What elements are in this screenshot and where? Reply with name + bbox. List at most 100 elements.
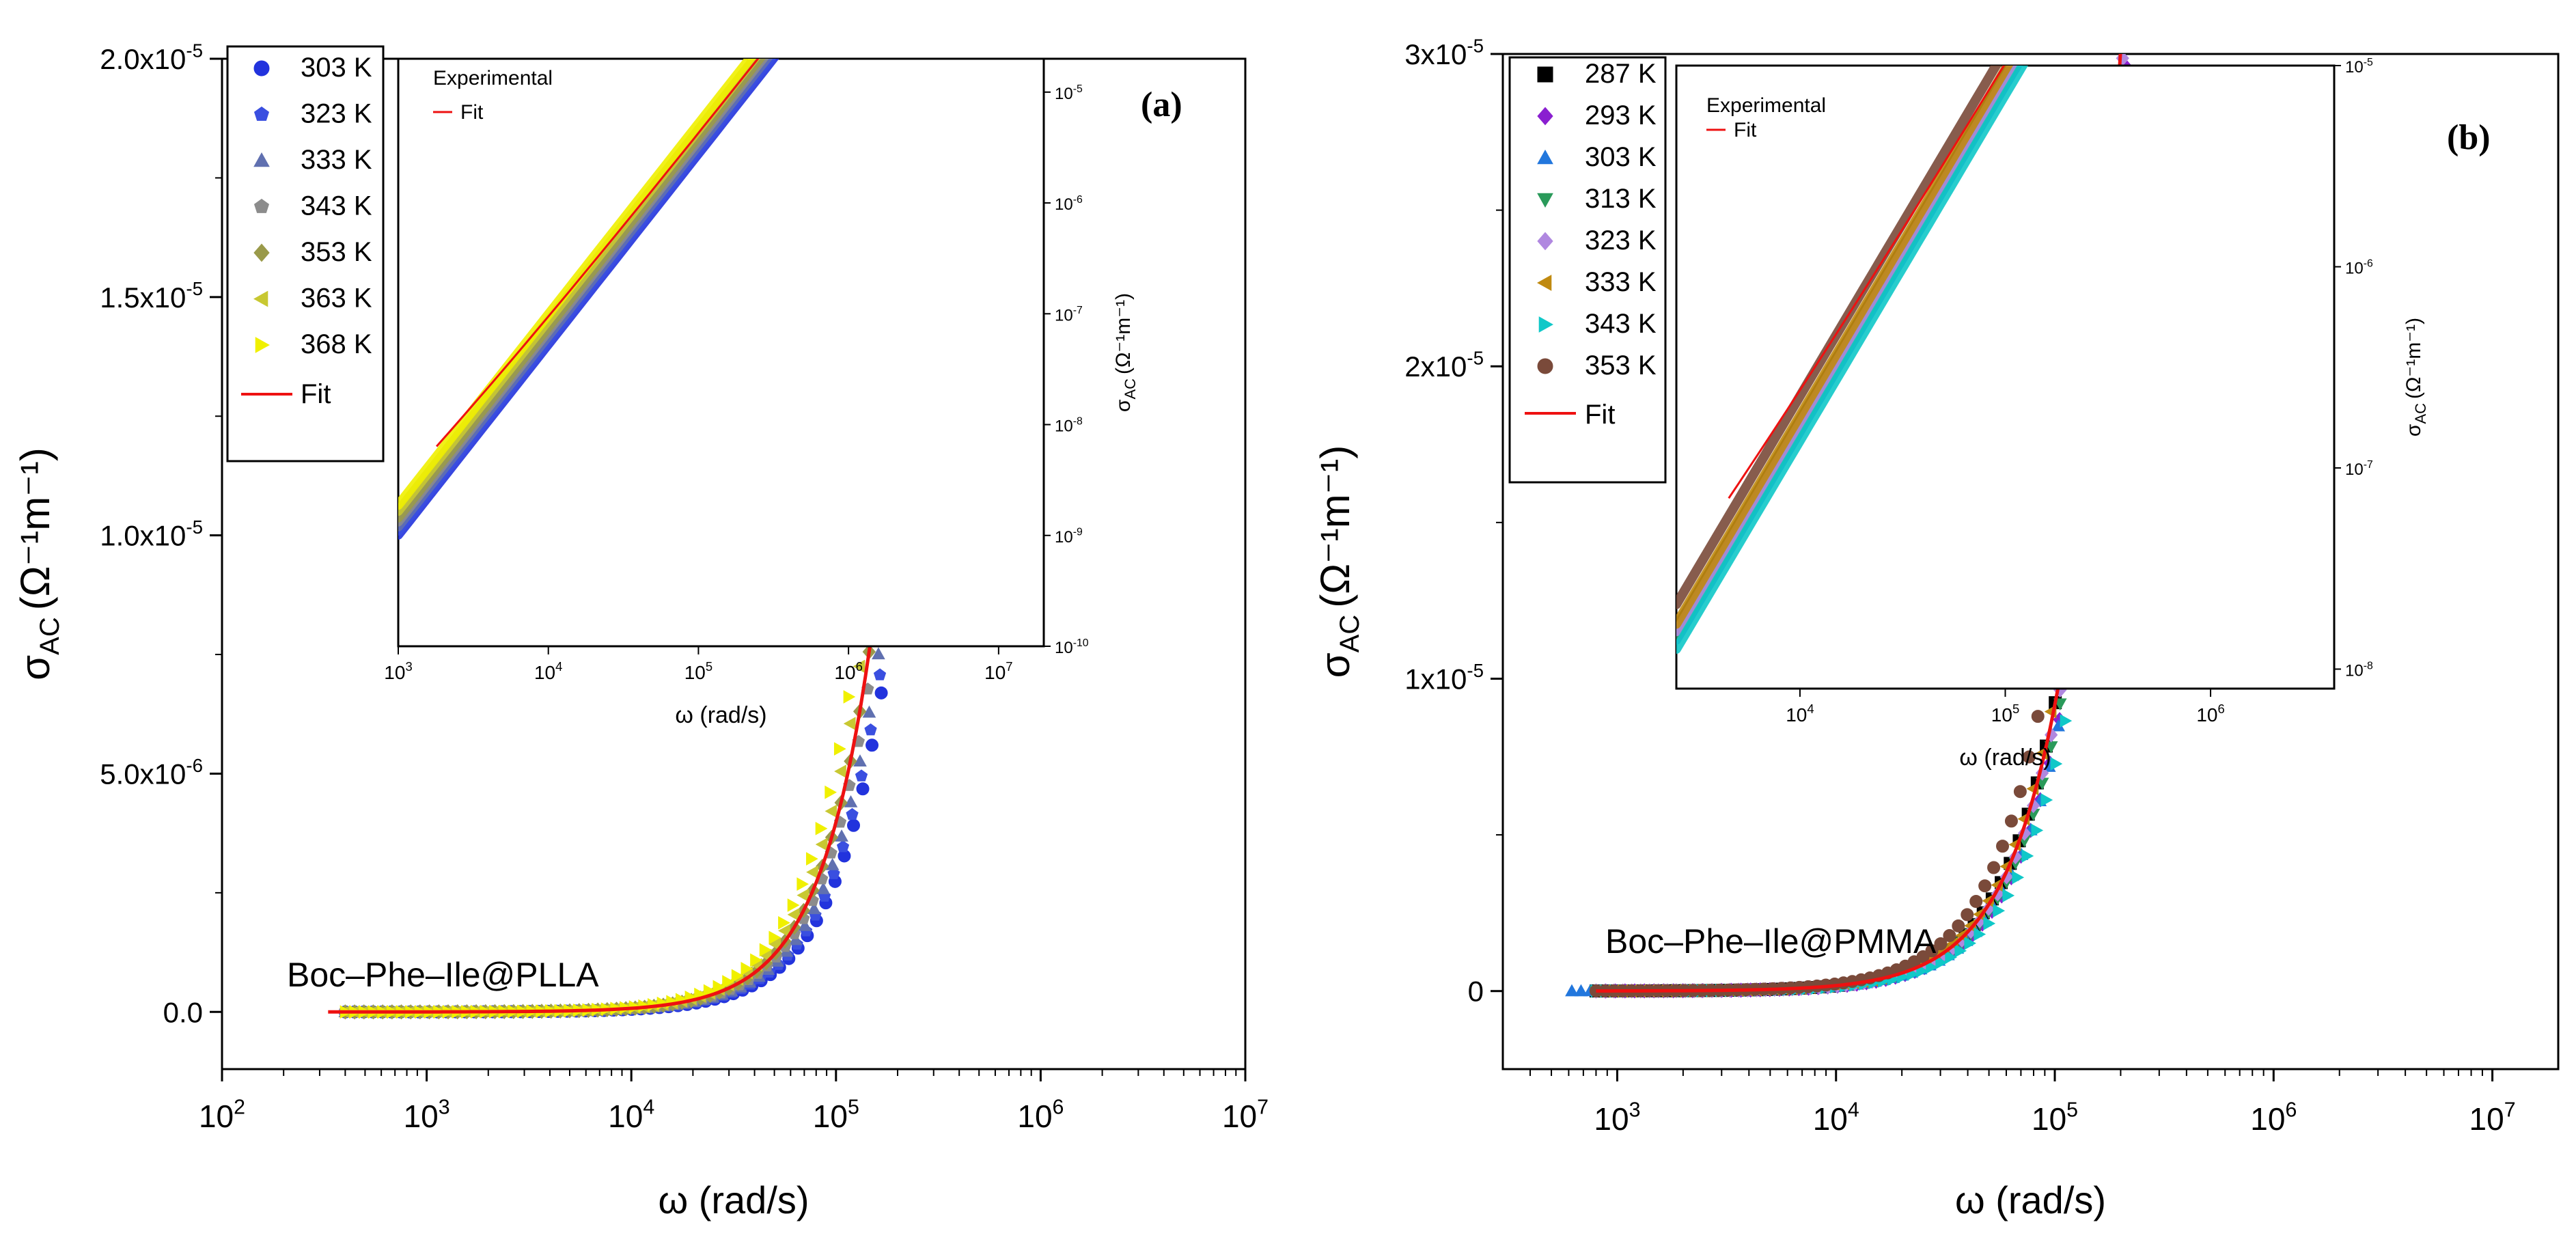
inset-y-tick-label: 10-6 — [1055, 194, 1083, 214]
panel-label: (b) — [2447, 118, 2491, 157]
legend-marker — [1538, 316, 1554, 333]
data-point — [853, 754, 867, 766]
y-tick-label: 1.5x10-5 — [100, 278, 203, 314]
y-tick-label-base: 1.5x10 — [100, 281, 186, 314]
y-tick-label-base: 5.0x10 — [100, 758, 186, 790]
data-point — [722, 975, 734, 989]
inset-y-tick-label-exp: -7 — [1073, 305, 1083, 316]
inset-x-tick-label-exp: 5 — [706, 659, 712, 674]
x-tick-label-exp: 2 — [234, 1096, 245, 1119]
x-tick-label-base: 10 — [1594, 1101, 1629, 1137]
inset-legend-fit: Fit — [1734, 119, 1757, 141]
y-tick-label: 1.0x10-5 — [100, 516, 203, 552]
x-axis-label: ω (rad/s) — [1955, 1178, 2106, 1221]
data-point — [1926, 960, 1939, 974]
x-tick-label-base: 10 — [1222, 1098, 1257, 1134]
inset-legend-experimental: Experimental — [1706, 94, 1826, 117]
y-tick-label-exp: -5 — [186, 40, 203, 61]
inset-y-tick-label-base: 10 — [1055, 639, 1073, 657]
data-point — [1935, 956, 1948, 969]
legend-label: 353 K — [1585, 350, 1657, 381]
y-axis-label: σAC (Ω⁻¹m⁻¹) — [12, 447, 65, 680]
inset-x-tick-label: 104 — [534, 659, 562, 683]
data-point — [2060, 714, 2073, 728]
data-point — [2013, 785, 2027, 799]
inset-data-layer — [1676, 66, 2028, 654]
inset-x-tick-label-base: 10 — [2196, 704, 2217, 725]
legend-frame — [226, 45, 385, 462]
data-point — [1961, 908, 1974, 922]
inset-series-band — [398, 59, 756, 510]
inset-y-tick-label-base: 10 — [2345, 58, 2364, 77]
inset-fit-line — [435, 59, 760, 447]
data-point — [1952, 919, 1965, 932]
y-tick-label-base: 0.0 — [163, 996, 203, 1028]
data-point — [2031, 710, 2045, 723]
data-point — [844, 795, 858, 807]
inset-y-tick-label-exp: -7 — [2364, 459, 2373, 471]
x-tick-label: 106 — [2250, 1099, 2297, 1137]
data-point — [816, 882, 831, 894]
inset-y-tick-label-base: 10 — [2345, 661, 2364, 680]
legend-marker — [253, 243, 270, 262]
inset-y-tick-label-exp: -5 — [1073, 83, 1083, 95]
data-point — [815, 838, 828, 851]
y-axis-symbol: σ — [12, 655, 58, 680]
data-point — [2022, 750, 2036, 764]
legend-marker — [253, 60, 270, 77]
legend-label: 343 K — [1585, 309, 1657, 339]
inset-x-tick-label-base: 10 — [684, 662, 706, 683]
x-tick-label-base: 10 — [813, 1098, 848, 1134]
data-point — [731, 969, 744, 983]
x-tick-label-exp: 7 — [1257, 1096, 1269, 1119]
inset-series-band — [1676, 66, 2014, 629]
data-point — [1978, 879, 1992, 893]
data-point — [843, 717, 856, 731]
y-tick-label-exp: -5 — [1467, 660, 1484, 681]
x-tick-label: 103 — [404, 1096, 450, 1134]
inset-x-axis-label: ω (rad/s) — [675, 702, 766, 728]
x-tick-label-base: 10 — [1813, 1101, 1848, 1137]
x-tick-label: 104 — [608, 1096, 654, 1134]
legend-marker — [253, 106, 270, 121]
data-point — [815, 821, 828, 835]
y-tick-label-exp: -5 — [1467, 35, 1484, 56]
y-tick-label-exp: -6 — [186, 755, 203, 776]
legend-label: 343 K — [301, 191, 372, 221]
data-point — [806, 852, 818, 866]
inset-x-tick-label: 103 — [384, 659, 412, 683]
y-axis-units: (Ω⁻¹m⁻¹) — [1312, 445, 1358, 608]
x-tick-label-exp: 3 — [439, 1096, 450, 1119]
inset-y-tick-label: 10-6 — [2345, 258, 2373, 277]
x-tick-label-exp: 3 — [1629, 1099, 1641, 1122]
legend-marker — [253, 198, 270, 213]
inset-x-tick-label: 105 — [1991, 702, 2019, 725]
data-point — [2004, 814, 2018, 828]
y-tick-label-base: 2x10 — [1404, 350, 1467, 383]
inset-y-tick-label: 10-5 — [1055, 83, 1083, 103]
data-point — [778, 915, 790, 930]
y-tick-label-exp: -5 — [186, 278, 203, 299]
inset-x-tick-label-base: 10 — [384, 662, 405, 683]
legend-marker — [253, 152, 270, 167]
data-point — [2040, 793, 2053, 807]
data-point — [846, 818, 860, 832]
data-point — [1999, 869, 2014, 885]
inset-x-tick-label: 104 — [1786, 702, 1814, 725]
data-point — [827, 867, 840, 879]
data-point — [750, 953, 762, 967]
x-tick-label-base: 10 — [608, 1098, 643, 1134]
data-point — [825, 804, 837, 818]
legend-marker — [1537, 232, 1553, 251]
x-tick-label-base: 10 — [2250, 1101, 2285, 1137]
legend-label: 287 K — [1585, 59, 1657, 89]
inset-y-symbol: σ — [2402, 424, 2425, 437]
y-axis-label: σAC (Ω⁻¹m⁻¹) — [1312, 445, 1365, 678]
inset-frame — [1675, 64, 2336, 690]
legend: 303 K 323 K 333 K 343 K 353 K 363 K 368 K Fit — [226, 45, 385, 462]
data-point — [1934, 937, 1948, 950]
data-point — [1969, 894, 1983, 908]
x-tick-label-exp: 5 — [2066, 1099, 2078, 1122]
data-point — [836, 840, 850, 853]
legend-frame — [1508, 56, 1667, 484]
